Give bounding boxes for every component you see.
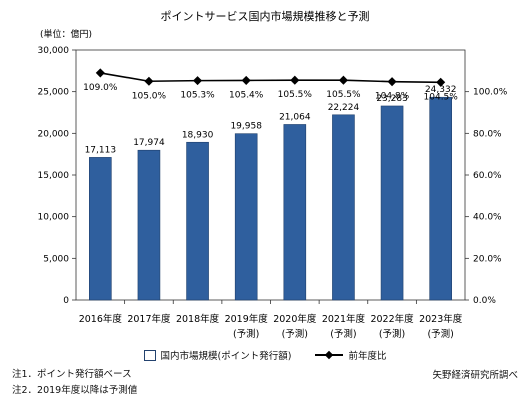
line-point (95, 68, 105, 78)
x-tick-label: 2018年度 (176, 313, 220, 325)
legend-line-label: 前年度比 (348, 351, 387, 362)
x-tick-label: 2023年度 (419, 313, 463, 325)
legend-item-line: 前年度比 (315, 348, 386, 362)
bar (332, 114, 355, 301)
note-2: 注2．2019年度以降は予測値 (12, 385, 138, 396)
x-tick-label: 2021年度 (322, 313, 366, 325)
plot-frame (75, 49, 466, 301)
line-value-label: 109.0% (83, 83, 118, 93)
x-tick-note: (予測) (233, 328, 259, 340)
notes: 注1．ポイント発行額ベース 注2．2019年度以降は予測値 (12, 367, 137, 399)
y-left-tick-label: 5,000 (43, 254, 69, 264)
y-right-tick-label: 0.0% (473, 296, 496, 306)
line-point (144, 76, 154, 86)
line-value-label: 105.5% (278, 90, 313, 100)
x-tick-label: 2016年度 (79, 313, 123, 325)
legend-line-swatch (315, 350, 344, 360)
y-left-tick-label: 10,000 (38, 213, 70, 223)
line-point (387, 77, 397, 87)
line-point (193, 76, 203, 86)
x-tick-note: (予測) (379, 328, 405, 340)
bar (186, 141, 209, 301)
y-left-tick-label: 30,000 (38, 46, 70, 56)
line-value-label: 105.5% (326, 90, 361, 100)
chart-title: ポイントサービス国内市場規模推移と予測 (161, 9, 370, 23)
y-left-tick-label: 25,000 (38, 88, 70, 98)
bar-value-label: 18,930 (182, 130, 214, 140)
line-value-label: 105.3% (180, 91, 215, 101)
unit-label: (単位：億円) (40, 28, 92, 40)
bar (89, 157, 112, 301)
y-right-tick-label: 100.0% (473, 88, 508, 98)
legend-bar-swatch (143, 349, 156, 361)
bar (283, 124, 307, 301)
source-credit: 矢野経済研究所調べ (432, 370, 518, 381)
line-value-label: 104.8% (375, 92, 410, 102)
line-value-label: 105.4% (229, 90, 264, 100)
axes: 0 5,000 10,000 15,000 20,000 25,000 30,000 0.0%… (38, 46, 508, 340)
y-left-tick-label: 15,000 (38, 171, 70, 181)
bar (234, 133, 258, 301)
x-tick-note: (予測) (330, 328, 356, 340)
x-tick-label: 2017年度 (127, 313, 171, 325)
line-series (95, 68, 446, 87)
bar-value-label: 17,974 (133, 138, 165, 148)
bar-value-label: 17,113 (85, 145, 117, 155)
bar-value-label: 21,064 (279, 112, 311, 122)
x-tick-note: (予測) (282, 328, 308, 340)
data-labels: 17,113 17,974 18,930 19,958 21,064 22,224 23,2… (83, 83, 458, 155)
line-point (436, 77, 446, 87)
bar-value-label: 23,283 (376, 94, 408, 104)
x-tick-label: 2020年度 (273, 313, 317, 325)
bar (137, 149, 161, 301)
bar (380, 105, 404, 301)
line-point (290, 75, 300, 85)
legend-item-bar: 国内市場規模(ポイント発行額) (143, 348, 292, 362)
bar-series (89, 96, 452, 301)
y-right-tick-label: 80.0% (473, 129, 502, 139)
y-right-tick-label: 60.0% (473, 171, 502, 181)
combo-chart: ポイントサービス国内市場規模推移と予測 (単位：億円) 0 5,000 10,000… (38, 9, 508, 340)
note-1: 注1．ポイント発行額ベース (12, 369, 132, 380)
y-left-tick-label: 20,000 (38, 129, 70, 139)
line-value-label: 104.5% (424, 92, 459, 102)
bar (429, 96, 452, 301)
x-tick-note: (予測) (427, 328, 453, 340)
bar-value-label: 22,224 (328, 103, 360, 113)
line-value-label: 105.0% (132, 91, 167, 101)
legend: 国内市場規模(ポイント発行額) 前年度比 (0, 348, 530, 362)
y-right-tick-label: 40.0% (473, 213, 502, 223)
line-point (338, 75, 348, 85)
x-tick-label: 2019年度 (225, 313, 269, 325)
bar-value-label: 24,332 (425, 85, 457, 95)
y-left-tick-label: 0 (63, 296, 69, 306)
y-right-tick-label: 20.0% (473, 254, 502, 264)
line-point (241, 75, 251, 85)
legend-bar-label: 国内市場規模(ポイント発行額) (160, 351, 292, 362)
x-tick-label: 2022年度 (370, 313, 414, 325)
series-line (100, 72, 441, 84)
bar-value-label: 19,958 (230, 122, 262, 132)
